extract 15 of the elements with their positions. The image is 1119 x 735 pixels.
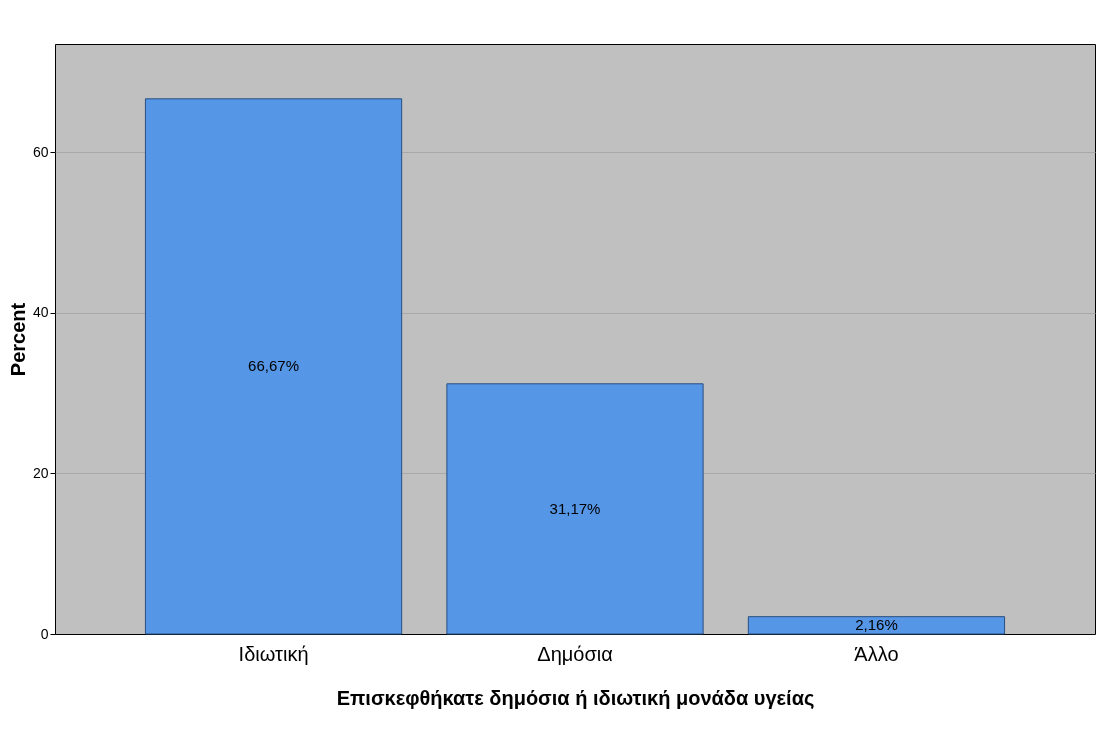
data-label: 66,67%	[248, 357, 299, 375]
y-axis-title: Percent	[6, 302, 29, 377]
y-tick-label: 20	[32, 464, 49, 481]
y-tick-label: 40	[32, 304, 49, 321]
y-tick-label: 60	[32, 143, 49, 160]
x-tick-label: Άλλο	[854, 642, 899, 665]
data-label: 31,17%	[549, 499, 601, 517]
data-label: 2,16%	[855, 616, 898, 634]
y-tick-label: 0	[40, 625, 49, 642]
x-tick-label: Ιδιωτική	[238, 642, 309, 665]
bar	[747, 616, 1006, 635]
bar	[144, 98, 403, 635]
x-tick-label: Δημόσια	[537, 642, 613, 665]
x-axis-title: Επισκεφθήκατε δημόσια ή ιδιωτική μονάδα υγείας	[336, 686, 815, 709]
bar	[446, 383, 704, 635]
